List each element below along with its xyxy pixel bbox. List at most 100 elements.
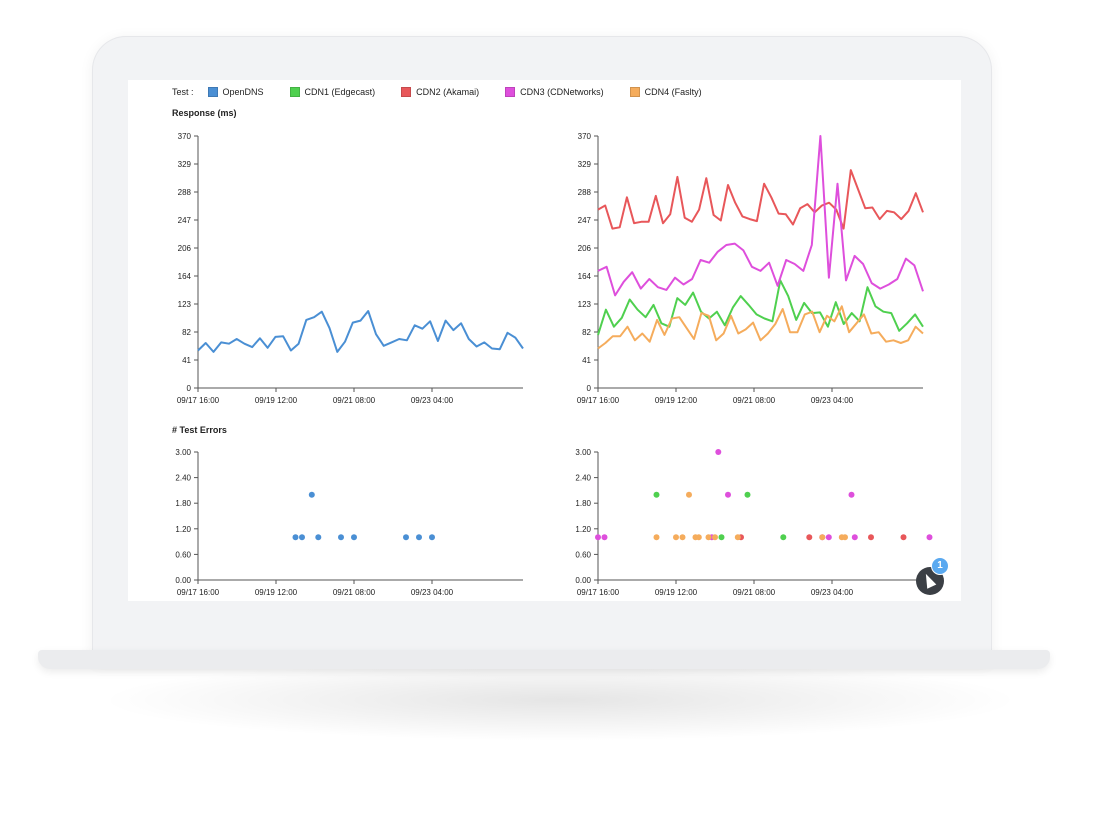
error-point <box>292 534 299 541</box>
series-line-0 <box>597 279 924 336</box>
legend-swatch <box>207 87 218 97</box>
response-chart-opendns: 0 41 82 123 164 206 247 288 329 370 09/17 16:00 09/… <box>177 132 524 405</box>
legend-item-label: CDN2 (Akamai) <box>416 87 480 97</box>
error-point <box>686 491 692 498</box>
y-tick-label: 288 <box>178 188 192 197</box>
error-point <box>315 534 322 541</box>
y-tick-label: 370 <box>178 132 192 141</box>
y-tick-label: 41 <box>182 356 191 365</box>
y-tick-label: 164 <box>178 272 192 281</box>
y-tick-label: 370 <box>578 132 592 141</box>
legend-item-cdn2[interactable]: CDN2 (Akamai) <box>401 87 479 97</box>
y-tick-label: 41 <box>582 356 591 365</box>
legend-swatch <box>401 87 412 97</box>
error-point <box>848 491 855 498</box>
y-tick-label: 247 <box>178 216 192 225</box>
x-tick-label: 09/17 16:00 <box>177 396 220 405</box>
error-point <box>868 534 874 541</box>
y-tick-label: 0.00 <box>575 576 591 585</box>
legend-item-cdn1[interactable]: CDN1 (Edgecast) <box>289 87 376 97</box>
legend-item-cdn3[interactable]: CDN3 (CDNetworks) <box>505 87 604 97</box>
y-tick-label: 1.20 <box>175 525 191 534</box>
x-tick-label: 09/21 08:00 <box>333 588 376 597</box>
error-point <box>653 534 660 541</box>
y-tick-label: 82 <box>582 328 591 337</box>
y-tick-label: 0.60 <box>575 550 591 559</box>
error-point <box>673 534 679 541</box>
error-point <box>715 449 722 455</box>
y-tick-label: 288 <box>578 188 592 197</box>
errors-chart-opendns: 0.00 0.60 1.20 1.80 2.40 3.00 09/17 16:00 09/19… <box>175 448 523 597</box>
y-tick-label: 123 <box>178 300 192 309</box>
x-tick-label: 09/23 04:00 <box>411 396 454 405</box>
x-tick-label: 09/17 16:00 <box>577 396 620 405</box>
notification-badge: 1 <box>931 557 949 575</box>
x-tick-label: 09/19 12:00 <box>655 396 698 405</box>
y-tick-label: 2.40 <box>175 474 191 483</box>
error-point <box>679 534 686 541</box>
y-tick-label: 3.00 <box>575 448 591 457</box>
error-point <box>825 534 832 541</box>
legend-swatch <box>289 87 300 97</box>
legend-item-cdn4[interactable]: CDN4 (Faslty) <box>629 87 702 97</box>
error-point <box>725 491 731 498</box>
y-tick-label: 1.80 <box>575 499 591 508</box>
legend-item-label: CDN4 (Faslty) <box>644 87 702 97</box>
y-tick-label: 1.20 <box>575 525 591 534</box>
error-point <box>705 534 712 541</box>
series-line-3 <box>597 305 924 350</box>
error-point <box>842 534 848 541</box>
legend-item-opendns[interactable]: OpenDNS <box>207 87 264 97</box>
legend-item-label: CDN1 (Edgecast) <box>304 87 376 97</box>
error-point <box>695 534 702 541</box>
y-tick-label: 0 <box>187 384 192 393</box>
y-tick-label: 82 <box>182 328 191 337</box>
error-point <box>806 534 813 541</box>
y-tick-label: 206 <box>578 244 592 253</box>
error-point <box>351 534 357 541</box>
y-tick-label: 123 <box>578 300 592 309</box>
laptop-base <box>38 650 1050 669</box>
error-point <box>429 534 435 541</box>
legend-item-label: CDN3 (CDNetworks) <box>520 87 604 97</box>
error-point <box>601 534 608 541</box>
errors-section-title: # Test Errors <box>172 425 227 435</box>
error-point <box>299 534 305 541</box>
error-point <box>926 534 933 541</box>
y-tick-label: 164 <box>578 272 592 281</box>
legend-label: Test : <box>172 87 194 97</box>
x-tick-label: 09/17 16:00 <box>177 588 220 597</box>
y-tick-label: 247 <box>578 216 592 225</box>
error-point <box>338 534 344 541</box>
x-tick-label: 09/19 12:00 <box>255 396 298 405</box>
error-point <box>416 534 422 541</box>
y-tick-label: 329 <box>578 160 592 169</box>
error-point <box>780 534 787 541</box>
y-tick-label: 329 <box>178 160 192 169</box>
error-point <box>819 534 826 541</box>
error-point <box>712 534 718 541</box>
x-tick-label: 09/19 12:00 <box>655 588 698 597</box>
series-line-2 <box>597 135 924 297</box>
y-tick-label: 3.00 <box>175 448 191 457</box>
response-chart-cdns: 0 41 82 123 164 206 247 288 329 370 09/17 16:00 09/… <box>577 132 924 405</box>
y-tick-label: 2.40 <box>575 474 591 483</box>
error-point <box>308 491 315 498</box>
series-line-0 <box>197 310 524 353</box>
x-tick-label: 09/21 08:00 <box>333 396 376 405</box>
legend-item-label: OpenDNS <box>222 87 264 97</box>
error-point <box>734 534 741 541</box>
series-line-1 <box>597 169 924 230</box>
x-tick-label: 09/23 04:00 <box>411 588 454 597</box>
x-tick-label: 09/17 16:00 <box>577 588 620 597</box>
error-point <box>744 491 751 498</box>
error-point <box>900 534 907 541</box>
y-tick-label: 0.00 <box>175 576 191 585</box>
error-point <box>851 534 858 541</box>
x-tick-label: 09/23 04:00 <box>811 588 854 597</box>
errors-chart-cdns: 0.00 0.60 1.20 1.80 2.40 3.00 09/17 16:00 09/19… <box>575 448 933 597</box>
x-tick-label: 09/21 08:00 <box>733 588 776 597</box>
error-point <box>653 491 660 498</box>
dashboard-screen: Test : OpenDNS CDN1 (Edgecast) CDN2 (Aka… <box>128 80 961 601</box>
legend-swatch <box>629 87 640 97</box>
